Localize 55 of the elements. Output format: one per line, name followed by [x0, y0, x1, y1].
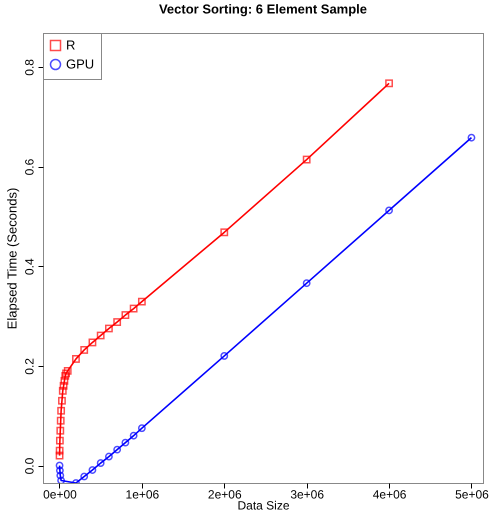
point — [121, 438, 130, 447]
point — [80, 472, 88, 480]
point — [72, 355, 80, 363]
legend-label: GPU — [66, 56, 94, 72]
point — [56, 426, 64, 435]
point — [130, 304, 138, 312]
point — [385, 206, 393, 214]
y-tick-label: 0.6 — [22, 158, 36, 176]
point — [61, 372, 70, 380]
point — [302, 156, 311, 164]
x-tick-label: 3e+06 — [290, 488, 324, 502]
point — [57, 476, 66, 483]
x-tick-label: 0e+00 — [43, 488, 78, 502]
point — [57, 406, 66, 415]
point — [88, 338, 96, 346]
point — [138, 424, 146, 432]
point — [56, 472, 64, 480]
y-tick-label: 0.8 — [22, 58, 36, 76]
point — [56, 446, 64, 455]
point — [130, 432, 138, 440]
y-tick-label: 0.2 — [22, 358, 36, 375]
y-tick-label: 0.0 — [22, 457, 36, 474]
x-tick-label: 1e+06 — [126, 488, 160, 502]
point — [56, 466, 64, 474]
point — [121, 311, 130, 319]
point — [88, 466, 96, 474]
point — [96, 459, 105, 467]
x-tick-label: 4e+06 — [372, 488, 407, 502]
point — [64, 366, 72, 375]
x-tick-label: 5e+06 — [455, 488, 490, 502]
point — [58, 396, 66, 405]
x-axis-title: Data Size — [237, 498, 290, 512]
point — [60, 376, 68, 385]
y-tick-label: 0.4 — [22, 258, 36, 276]
point — [138, 298, 146, 306]
point — [105, 452, 113, 460]
point — [56, 416, 65, 425]
point — [385, 79, 393, 88]
chart-title: Vector Sorting: 6 Element Sample — [158, 2, 368, 16]
point — [105, 324, 113, 332]
point — [302, 279, 311, 288]
point — [220, 352, 228, 360]
point — [58, 386, 67, 395]
point — [60, 382, 68, 390]
point — [96, 332, 105, 340]
point — [56, 436, 64, 445]
point — [56, 452, 64, 460]
legend-label: R — [66, 38, 76, 52]
point — [113, 318, 122, 326]
point — [113, 446, 122, 454]
point — [220, 228, 228, 236]
point — [62, 369, 70, 378]
point — [80, 346, 88, 354]
x-tick-label: 2e+06 — [208, 488, 242, 502]
y-axis-title: Elapsed Time (Seconds) — [4, 188, 20, 330]
